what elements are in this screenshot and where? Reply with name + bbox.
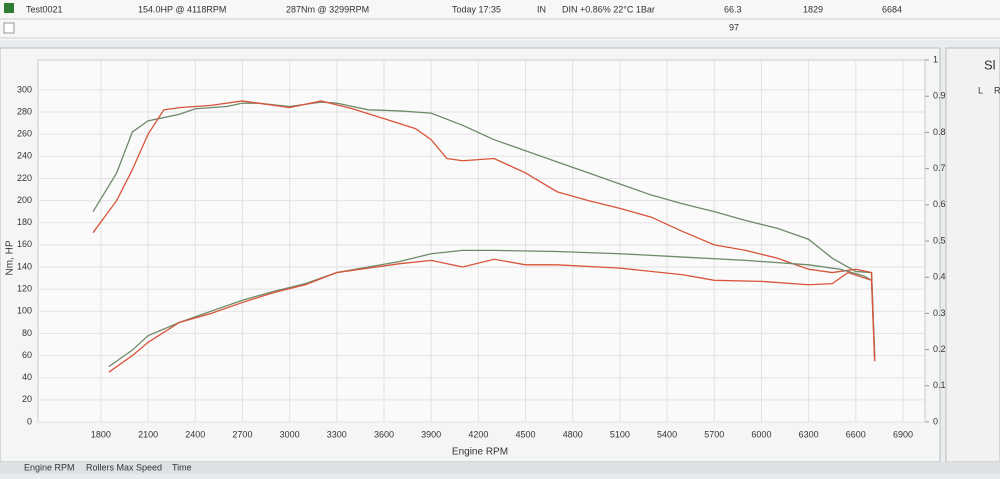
x-tick-label: 6600	[846, 429, 866, 439]
tab[interactable]: Rollers Max Speed	[86, 462, 162, 472]
side-col: L	[978, 85, 983, 95]
y-tick-label: 200	[17, 195, 32, 205]
y-tick-label: 100	[17, 306, 32, 316]
checkbox[interactable]	[4, 3, 14, 13]
cell: Test0021	[26, 4, 63, 14]
tab[interactable]: Engine RPM	[24, 462, 75, 472]
x-tick-label: 4800	[563, 429, 583, 439]
y2-tick-label: 0.7	[933, 163, 946, 173]
cell: 97	[729, 22, 739, 32]
y2-tick-label: 0.8	[933, 127, 946, 137]
x-tick-label: 3600	[374, 429, 394, 439]
data-line	[108, 258, 876, 373]
y2-tick-label: 0.5	[933, 235, 946, 245]
x-axis-label: Engine RPM	[452, 447, 508, 458]
x-tick-label: 5400	[657, 429, 677, 439]
x-tick-label: 6900	[893, 429, 913, 439]
y2-tick-label: 0.1	[933, 380, 946, 390]
y-tick-label: 280	[17, 106, 32, 116]
y2-tick-label: 0.3	[933, 308, 946, 318]
y2-tick-label: 0.9	[933, 91, 946, 101]
x-tick-label: 4500	[516, 429, 536, 439]
y-tick-label: 220	[17, 173, 32, 183]
cell: 6684	[882, 4, 902, 14]
data-line	[92, 100, 876, 362]
cell: 66.3	[724, 4, 742, 14]
y2-tick-label: 0.2	[933, 344, 946, 354]
y2-tick-label: 0.4	[933, 272, 946, 282]
table	[0, 0, 1000, 40]
y-tick-label: 300	[17, 84, 32, 94]
side-title: Sl	[984, 57, 996, 72]
data-line	[108, 249, 876, 368]
cell: 154.0HP @ 4118RPM	[138, 4, 226, 14]
cell: 1829	[803, 4, 823, 14]
x-tick-label: 2400	[185, 429, 205, 439]
y-tick-label: 260	[17, 129, 32, 139]
y-tick-label: 20	[22, 394, 32, 404]
plot-area	[37, 59, 926, 423]
y-tick-label: 60	[22, 350, 32, 360]
tab[interactable]: Time	[172, 462, 192, 472]
y-tick-label: 180	[17, 217, 32, 227]
cell: 287Nm @ 3299RPM	[286, 4, 369, 14]
x-tick-label: 3000	[280, 429, 300, 439]
y-tick-label: 0	[27, 416, 32, 426]
y-tick-label: 240	[17, 151, 32, 161]
x-tick-label: 6300	[799, 429, 819, 439]
tab-bar	[0, 462, 1000, 474]
cell: DIN +0.86% 22°C 1Bar	[562, 4, 655, 14]
x-tick-label: 6000	[751, 429, 771, 439]
y2-tick-label: 0.6	[933, 199, 946, 209]
y-tick-label: 140	[17, 261, 32, 271]
y2-tick-label: 1	[933, 54, 938, 64]
cell: Today 17:35	[452, 4, 501, 14]
y-axis-label: Nm, HP	[5, 240, 16, 275]
x-tick-label: 3300	[327, 429, 347, 439]
x-tick-label: 1800	[91, 429, 111, 439]
checkbox[interactable]	[3, 22, 15, 34]
y-tick-label: 160	[17, 239, 32, 249]
x-tick-label: 2700	[232, 429, 252, 439]
y-tick-label: 40	[22, 372, 32, 382]
x-tick-label: 3900	[421, 429, 441, 439]
side-col: R	[994, 85, 1000, 95]
x-tick-label: 5100	[610, 429, 630, 439]
data-line	[92, 101, 876, 356]
side-panel	[945, 47, 1000, 463]
x-tick-label: 4200	[468, 429, 488, 439]
cell: IN	[537, 4, 546, 14]
x-tick-label: 2100	[138, 429, 158, 439]
y2-tick-label: 0	[933, 416, 938, 426]
x-tick-label: 5700	[704, 429, 724, 439]
y-tick-label: 120	[17, 284, 32, 294]
y-tick-label: 80	[22, 328, 32, 338]
